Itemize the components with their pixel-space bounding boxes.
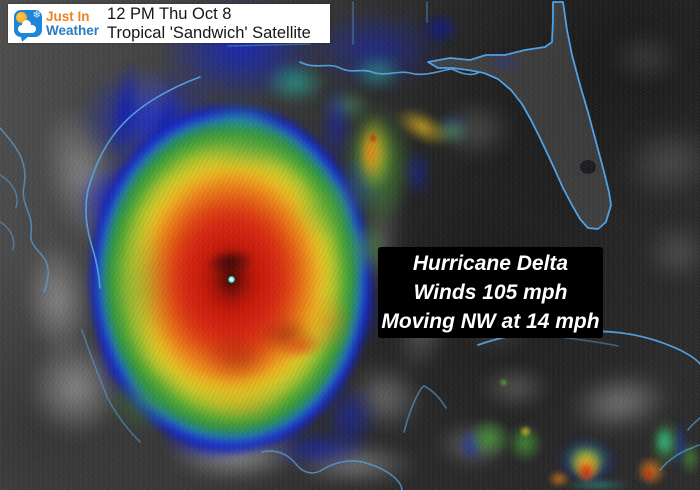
texas-mexico-coastline	[85, 76, 201, 289]
brand-name: Just In Weather	[46, 8, 100, 38]
brand-name-just-in: Just In	[46, 8, 90, 24]
hurricane-teal-blob	[195, 98, 290, 140]
cloud-blob	[635, 215, 700, 290]
title-banner: ❄ Just In Weather 12 PM Thu Oct 8 Tropic…	[8, 4, 330, 43]
rainband-red-dot	[368, 132, 378, 144]
convection-green	[676, 436, 700, 480]
hurricane-orange-blob	[295, 285, 360, 360]
cloud-icon	[18, 20, 36, 33]
cloud-blob	[470, 360, 560, 415]
cuba-inner-line	[559, 336, 619, 347]
yucatan-coastline	[403, 385, 447, 433]
logo-speech-bubble-icon: ❄	[14, 10, 42, 37]
banner-title: 12 PM Thu Oct 8 Tropical 'Sandwich' Sate…	[107, 5, 311, 43]
mexico-river-line	[0, 174, 141, 443]
cold-cloud-blob	[415, 8, 465, 50]
hurricane-eye-dot	[228, 276, 235, 283]
brand-name-weather: Weather	[46, 22, 100, 38]
timestamp-text: 12 PM Thu Oct 8	[107, 4, 232, 23]
storm-name-text: Hurricane Delta	[412, 252, 569, 275]
cold-cloud-blob	[482, 50, 527, 74]
storm-winds-text: Winds 105 mph	[413, 281, 568, 304]
snowflake-icon: ❄	[32, 10, 41, 21]
convection-yellow	[518, 424, 533, 439]
state-border-line	[227, 1, 428, 47]
justin-weather-logo: ❄ Just In Weather	[14, 8, 100, 38]
product-name-text: Tropical 'Sandwich' Satellite	[107, 23, 311, 42]
hurricane-green-blob	[180, 112, 320, 177]
yucatan-coastline	[261, 450, 403, 490]
storm-motion-text: Moving NW at 14 mph	[381, 310, 600, 333]
lake-okeechobee	[580, 160, 596, 174]
cloud-blob	[595, 25, 695, 90]
mexico-river-line	[0, 127, 50, 293]
convection-speck	[498, 377, 509, 388]
hurricane-green-blob	[100, 360, 190, 440]
convection-cyan-fringe	[555, 478, 640, 490]
bahamas-coast-line	[659, 417, 700, 471]
florida-outline	[427, 1, 612, 230]
convection-red	[641, 465, 656, 483]
louisiana-gulf-coastline	[299, 61, 479, 76]
storm-info-box: Hurricane Delta Winds 105 mph Moving NW …	[378, 247, 603, 338]
hurricane-red-blob	[195, 325, 280, 390]
hurricane-yellow-blob	[185, 375, 300, 433]
hurricane-green-blob	[100, 195, 175, 380]
sun-icon	[16, 12, 27, 23]
